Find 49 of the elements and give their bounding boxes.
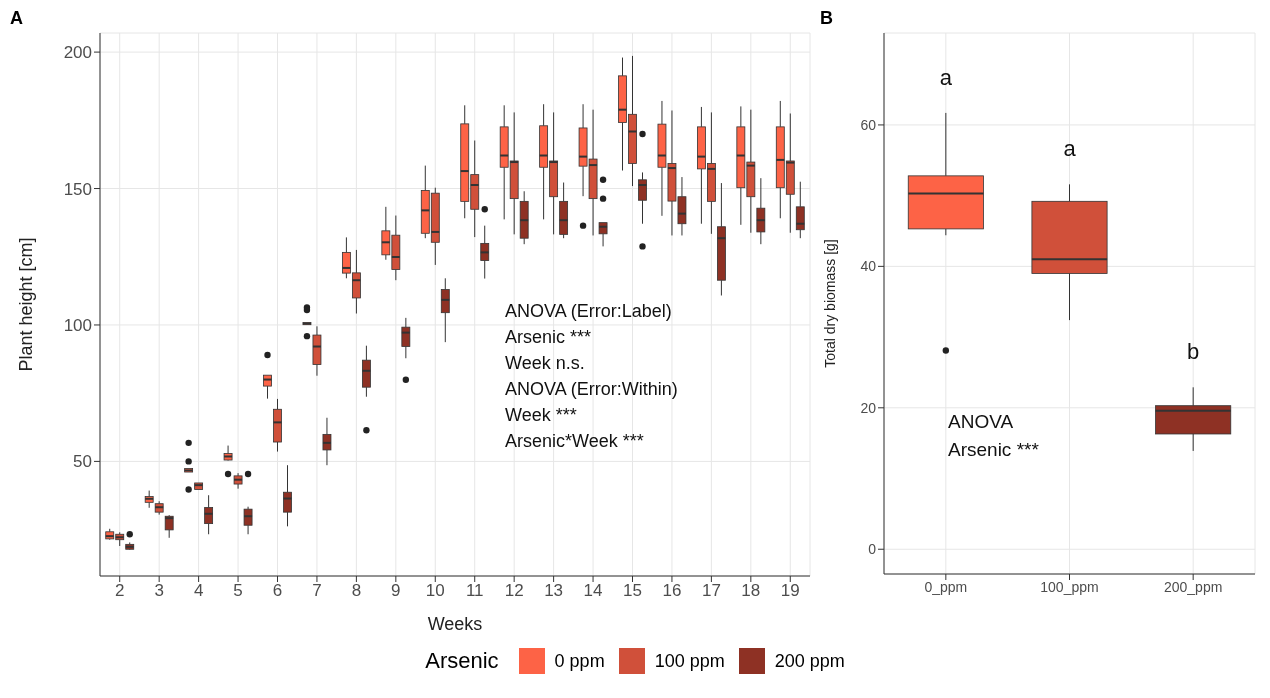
x-tick-label: 10 (425, 581, 445, 601)
y-tick-label: 100 (63, 316, 92, 335)
annotation: a (939, 64, 953, 90)
legend-label: 0 ppm (554, 650, 605, 672)
y-tick-label: 150 (63, 179, 92, 199)
x-tick-label: 2 (114, 581, 125, 601)
x-tick-label: 4 (193, 581, 204, 601)
x-tick-label: 8 (351, 581, 362, 601)
y-tick-label: 60 (860, 116, 877, 133)
x-tick-label: 19 (780, 581, 800, 601)
x-tick-label: 9 (391, 581, 401, 601)
annotation: ANOVA (Error:Label) (505, 300, 673, 323)
annotation: ANOVA (Error:Within) (505, 378, 678, 402)
legend-label: 200 ppm (774, 650, 845, 672)
x-tick-label: 6 (272, 581, 283, 601)
x-tick-label: 3 (154, 581, 164, 601)
annotation: Arsenic *** (948, 437, 1039, 462)
annotation: b (1187, 339, 1200, 365)
y-tick-label: 40 (860, 258, 877, 275)
x-axis-title: Weeks (427, 614, 483, 634)
legend-label: 100 ppm (654, 650, 725, 672)
y-tick-label: 200 (63, 43, 92, 63)
x-tick-label: 7 (312, 581, 322, 601)
x-tick-label: 15 (623, 581, 642, 601)
x-tick-label: 0_ppm (924, 578, 968, 595)
y-tick-label: 50 (73, 452, 92, 472)
x-tick-label: 16 (662, 581, 682, 601)
x-tick-label: 17 (701, 581, 721, 601)
x-tick-label: 18 (741, 581, 761, 601)
y-axis-title: Plant height [cm] (16, 237, 37, 372)
x-tick-label: 13 (544, 581, 564, 601)
x-tick-label: 100_ppm (1040, 578, 1099, 595)
y-tick-label: 0 (868, 541, 877, 558)
x-tick-label: 11 (465, 581, 484, 601)
chart-title: A (10, 8, 23, 29)
annotation: Week n.s. (505, 352, 586, 376)
x-tick-label: 12 (504, 581, 524, 601)
x-tick-label: 5 (233, 581, 243, 601)
annotation: Arsenic*Week *** (505, 430, 645, 454)
x-tick-label: 200_ppm (1163, 578, 1223, 595)
legend-title: Arsenic (425, 648, 499, 674)
annotation: a (1063, 136, 1077, 162)
y-axis-title: Total dry biomass [g] (821, 239, 838, 368)
x-tick-label: 14 (583, 581, 603, 601)
annotation: Arsenic *** (505, 326, 593, 350)
chart-title: B (820, 8, 833, 29)
annotation: ANOVA (948, 410, 1015, 434)
annotation: Week *** (505, 404, 578, 428)
y-tick-label: 20 (860, 399, 877, 416)
